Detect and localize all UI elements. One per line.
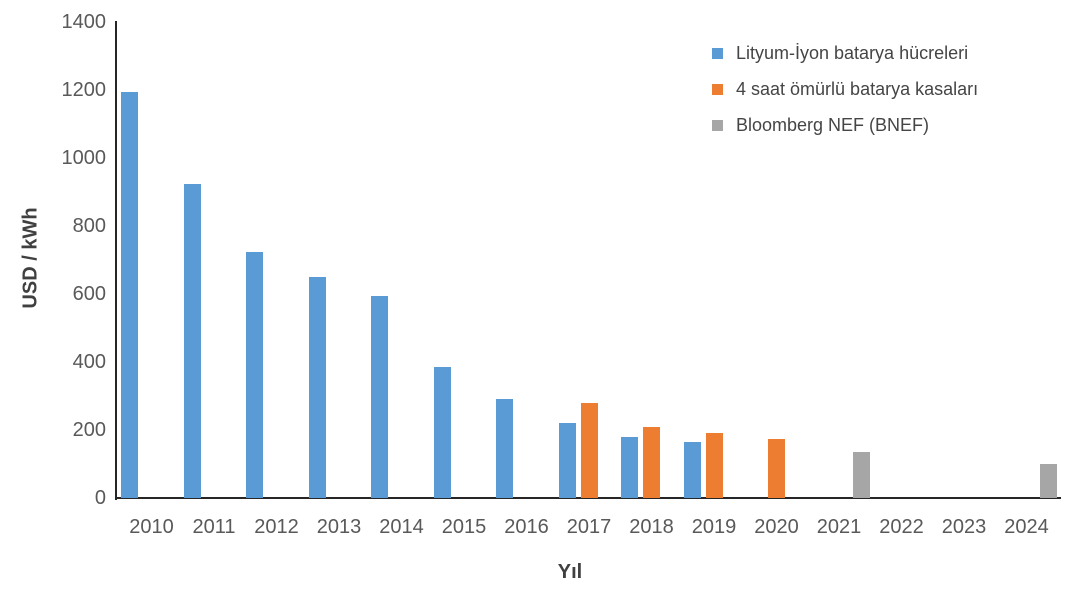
legend-label-bnef: Bloomberg NEF (BNEF) xyxy=(736,114,930,135)
bar-2019-cases xyxy=(705,433,723,498)
bar-2024-bnef xyxy=(1040,464,1057,498)
x-tick-label: 2012 xyxy=(254,516,299,538)
legend-item-cases: 4 saat ömürlü batarya kasaları xyxy=(712,78,978,100)
y-tick-label: 1200 xyxy=(61,79,107,101)
x-tick-label: 2018 xyxy=(629,516,674,538)
y-tick-label: 1000 xyxy=(61,147,107,169)
x-tick-label: 2016 xyxy=(504,516,549,538)
x-tick-label: 2010 xyxy=(129,516,174,538)
y-tick-label: 800 xyxy=(72,215,106,237)
y-axis-title: USD / kWh xyxy=(19,207,42,309)
x-tick-label: 2020 xyxy=(754,516,799,538)
legend-label-cells: Lityum-İyon batarya hücreleri xyxy=(736,42,969,63)
legend-item-bnef: Bloomberg NEF (BNEF) xyxy=(712,114,978,136)
bar-2013-cells xyxy=(308,277,326,498)
x-tick-label: 2013 xyxy=(316,516,362,538)
bar-2016-cells xyxy=(496,399,513,498)
x-axis-line xyxy=(115,497,1061,499)
bar-2020-cases xyxy=(768,438,785,498)
x-tick-label: 2017 xyxy=(566,516,612,538)
y-tick-label: 1400 xyxy=(61,11,107,33)
bar-2017-cases xyxy=(580,402,598,498)
bar-2014-cells xyxy=(371,295,388,498)
bar-2018-cells xyxy=(621,436,638,498)
x-axis-title: Yıl xyxy=(557,561,583,583)
y-tick-label: 600 xyxy=(72,283,106,305)
legend-swatch-cells xyxy=(712,47,723,59)
legend-swatch-bnef xyxy=(712,119,723,131)
bar-2011-cells xyxy=(183,183,201,498)
y-tick-label: 200 xyxy=(72,419,106,441)
x-tick-label: 2023 xyxy=(941,516,987,538)
bar-2021-bnef xyxy=(852,452,870,498)
bar-2015-cells xyxy=(433,367,451,498)
bar-2018-cases xyxy=(643,426,660,498)
bar-2017-cells xyxy=(558,423,576,498)
legend-item-cells: Lityum-İyon batarya hücreleri xyxy=(712,42,978,64)
bar-2010-cells xyxy=(121,91,138,498)
bar-2019-cells xyxy=(683,441,701,498)
y-axis-line xyxy=(115,21,117,500)
y-tick-label: 0 xyxy=(94,487,106,509)
bar-2012-cells xyxy=(246,251,263,498)
y-tick-label: 400 xyxy=(72,351,106,373)
x-tick-label: 2014 xyxy=(379,516,424,538)
legend-swatch-cases xyxy=(712,83,723,95)
x-tick-label: 2024 xyxy=(1004,516,1049,538)
x-tick-label: 2019 xyxy=(691,516,737,538)
x-tick-label: 2021 xyxy=(816,516,862,538)
x-tick-label: 2015 xyxy=(441,516,487,538)
x-tick-label: 2022 xyxy=(879,516,924,538)
legend-label-cases: 4 saat ömürlü batarya kasaları xyxy=(736,78,979,99)
x-tick-label: 2011 xyxy=(192,516,236,538)
legend: Lityum-İyon batarya hücreleri 4 saat ömü… xyxy=(712,42,978,150)
